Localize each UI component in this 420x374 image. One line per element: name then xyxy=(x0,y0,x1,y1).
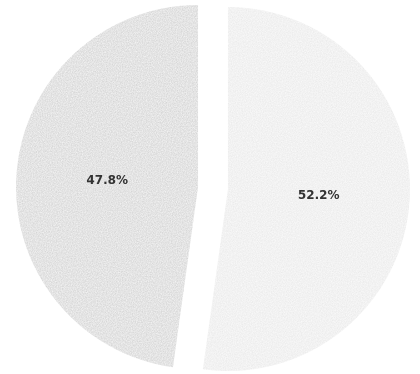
slice-label: 52.2% xyxy=(298,188,340,202)
slice-label: 47.8% xyxy=(86,173,128,187)
pie-slice xyxy=(202,7,410,372)
pie-slice xyxy=(16,4,199,368)
